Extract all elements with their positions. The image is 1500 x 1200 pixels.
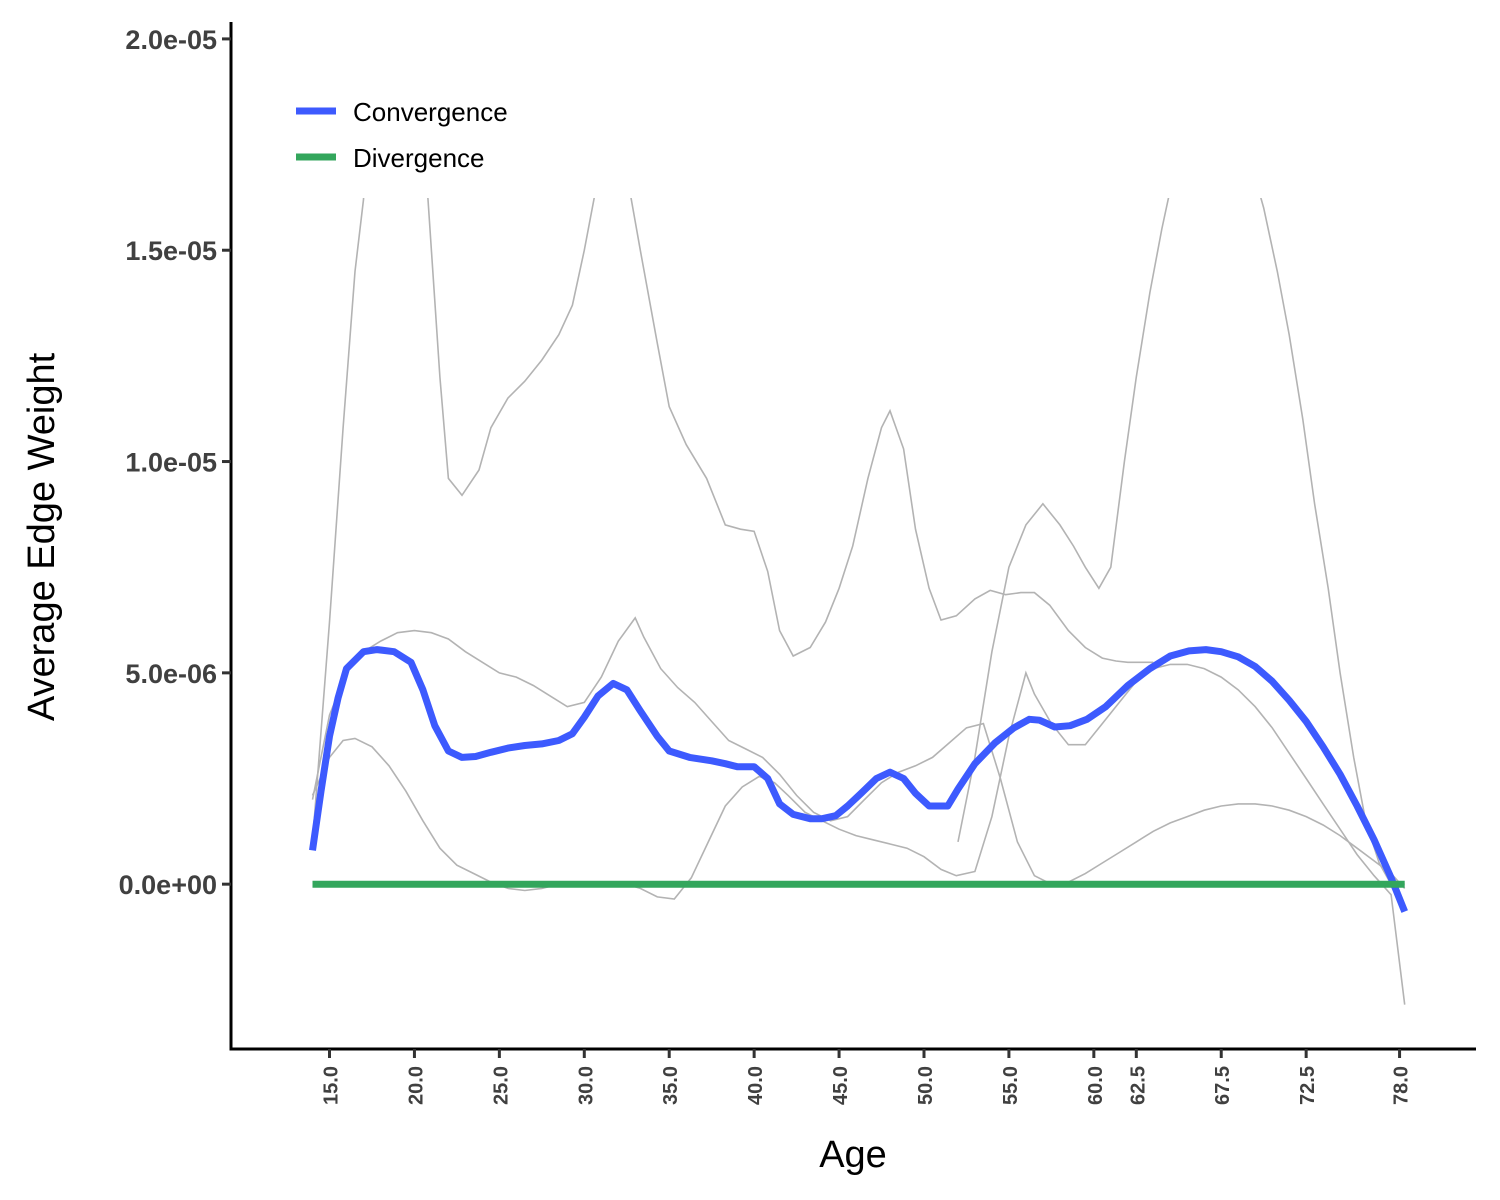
series-line-convergence bbox=[309, 646, 1408, 913]
x-tick-label: 40.0 bbox=[745, 1066, 767, 1105]
legend-label-convergence: Convergence bbox=[353, 97, 508, 127]
x-axis-ticks: 15.0 20.0 25.0 30.0 35.0 40.0 45.0 50.0 55.0 60.0… bbox=[321, 1049, 1413, 1105]
background-line-2 bbox=[311, 663, 1406, 1005]
y-tick-label: 2.0e-05 bbox=[125, 25, 217, 55]
y-tick-label: 5.0e-06 bbox=[125, 659, 217, 689]
x-tick-label: 25.0 bbox=[490, 1066, 512, 1105]
background-line-3 bbox=[311, 616, 1406, 889]
x-axis-title: Age bbox=[819, 1134, 887, 1176]
x-tick-label: 20.0 bbox=[405, 1066, 427, 1105]
x-tick-label: 30.0 bbox=[575, 1066, 597, 1105]
x-tick-label: 60.0 bbox=[1085, 1066, 1107, 1105]
background-line-4 bbox=[957, 198, 1405, 886]
y-axis-title: Average Edge Weight bbox=[21, 352, 63, 721]
x-tick-label: 35.0 bbox=[660, 1066, 682, 1105]
legend: Convergence Divergence bbox=[296, 97, 508, 173]
series-lines bbox=[309, 646, 1408, 913]
x-tick-label: 55.0 bbox=[1000, 1066, 1022, 1105]
x-tick-label: 72.5 bbox=[1297, 1066, 1319, 1105]
x-tick-label: 45.0 bbox=[830, 1066, 852, 1105]
y-tick-label: 1.5e-05 bbox=[125, 236, 217, 266]
y-tick-label: 0.0e+00 bbox=[119, 870, 217, 900]
x-tick-label: 15.0 bbox=[321, 1066, 343, 1105]
x-tick-label: 78.0 bbox=[1391, 1066, 1413, 1105]
x-tick-label: 50.0 bbox=[915, 1066, 937, 1105]
x-tick-label: 67.5 bbox=[1212, 1066, 1234, 1105]
y-axis-ticks: 0.0e+00 5.0e-06 1.0e-05 1.5e-05 2.0e-05 bbox=[119, 25, 231, 900]
x-tick-label: 62.5 bbox=[1127, 1066, 1149, 1105]
y-tick-label: 1.0e-05 bbox=[125, 448, 217, 478]
legend-label-divergence: Divergence bbox=[353, 143, 485, 173]
background-line-1 bbox=[311, 198, 1154, 842]
